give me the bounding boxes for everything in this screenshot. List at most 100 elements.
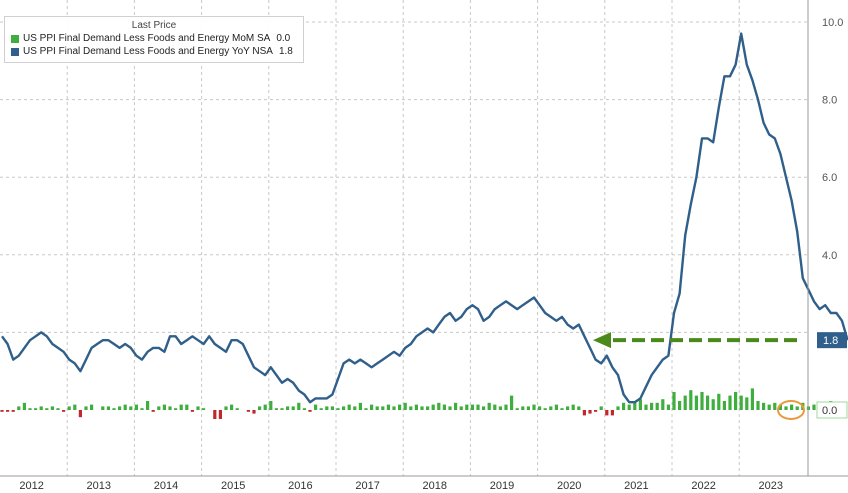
mom-bar bbox=[616, 406, 620, 410]
mom-bar bbox=[112, 408, 116, 410]
mom-bar bbox=[644, 404, 648, 410]
y-tick-label: 6.0 bbox=[822, 172, 837, 184]
mom-bar bbox=[269, 401, 273, 410]
mom-bar bbox=[246, 410, 250, 412]
x-tick-label: 2019 bbox=[490, 480, 514, 492]
mom-bar bbox=[610, 410, 614, 416]
mom-bar bbox=[151, 410, 155, 412]
mom-bar bbox=[493, 404, 497, 410]
mom-bar bbox=[364, 408, 368, 410]
mom-bar bbox=[459, 406, 463, 410]
y-tick-label: 10.0 bbox=[822, 17, 843, 29]
mom-bar bbox=[482, 406, 486, 410]
mom-bar bbox=[442, 404, 446, 410]
last-value-badges: 1.8 0.0 bbox=[816, 332, 848, 419]
legend-title: Last Price bbox=[131, 20, 177, 31]
mom-bar bbox=[106, 406, 110, 410]
x-tick-label: 2020 bbox=[557, 480, 581, 492]
mom-bar bbox=[174, 408, 178, 410]
mom-bar bbox=[566, 406, 570, 410]
x-tick-label: 2022 bbox=[691, 480, 715, 492]
mom-bar bbox=[454, 402, 458, 410]
yoy-value-badge bbox=[817, 332, 847, 349]
mom-bar bbox=[224, 406, 228, 410]
mom-bar bbox=[728, 395, 732, 410]
mom-bar bbox=[308, 410, 312, 412]
mom-bar bbox=[56, 408, 60, 410]
mom-bar bbox=[330, 406, 334, 410]
mom-bars bbox=[0, 388, 844, 419]
yoy-value-badge-text: 1.8 bbox=[823, 335, 838, 347]
mom-bar bbox=[179, 404, 183, 410]
mom-bar bbox=[202, 408, 206, 410]
mom-bar bbox=[526, 406, 530, 410]
mom-bar bbox=[90, 404, 94, 410]
mom-bar bbox=[678, 401, 682, 410]
mom-bar bbox=[750, 388, 754, 410]
x-tick-label: 2012 bbox=[19, 480, 43, 492]
mom-bar bbox=[672, 392, 676, 410]
mom-bar bbox=[375, 406, 379, 410]
mom-bar bbox=[778, 404, 782, 410]
x-tick-label: 2013 bbox=[87, 480, 111, 492]
mom-bar bbox=[22, 402, 26, 410]
mom-bar bbox=[302, 408, 306, 410]
mom-bar bbox=[571, 404, 575, 410]
mom-bar bbox=[437, 402, 441, 410]
mom-bar bbox=[146, 401, 150, 410]
mom-bar bbox=[560, 408, 564, 410]
mom-bar bbox=[140, 408, 144, 410]
mom-bar bbox=[549, 406, 553, 410]
mom-value-badge-text: 0.0 bbox=[822, 405, 837, 417]
legend-label-mom: US PPI Final Demand Less Foods and Energ… bbox=[23, 33, 271, 44]
mom-bar bbox=[162, 404, 166, 410]
mom-bar bbox=[515, 408, 519, 410]
mom-bar bbox=[392, 406, 396, 410]
legend: Last Price US PPI Final Demand Less Food… bbox=[4, 16, 304, 63]
mom-bar bbox=[627, 404, 631, 410]
mom-bar bbox=[465, 404, 469, 410]
mom-bar bbox=[258, 406, 262, 410]
mom-bar bbox=[521, 406, 525, 410]
mom-bar bbox=[414, 404, 418, 410]
legend-value-yoy: 1.8 bbox=[278, 46, 293, 57]
mom-bar bbox=[448, 406, 452, 410]
mom-bar bbox=[386, 404, 390, 410]
mom-bar bbox=[638, 399, 642, 410]
legend-item-yoy: US PPI Final Demand Less Foods and Energ… bbox=[11, 45, 297, 58]
mom-bar bbox=[470, 404, 474, 410]
arrow-head bbox=[593, 332, 611, 349]
mom-bar bbox=[694, 395, 698, 410]
mom-bar bbox=[577, 406, 581, 410]
mom-bar bbox=[34, 408, 38, 410]
mom-bar bbox=[633, 402, 637, 410]
mom-bar bbox=[129, 406, 133, 410]
mom-bar bbox=[745, 397, 749, 410]
mom-bar bbox=[291, 406, 295, 410]
mom-bar bbox=[39, 406, 43, 410]
mom-bar bbox=[650, 402, 654, 410]
x-tick-label: 2017 bbox=[355, 480, 379, 492]
mom-bar bbox=[45, 408, 49, 410]
mom-bar bbox=[398, 404, 402, 410]
legend-value-mom: 0.0 bbox=[276, 33, 291, 44]
y-axis: 10.0 8.0 6.0 4.0 bbox=[822, 17, 843, 262]
mom-bar bbox=[543, 408, 547, 410]
mom-bar bbox=[739, 395, 743, 410]
legend-item-mom: US PPI Final Demand Less Foods and Energ… bbox=[11, 32, 297, 45]
mom-bar bbox=[6, 410, 10, 412]
x-tick-label: 2016 bbox=[288, 480, 312, 492]
x-tick-label: 2021 bbox=[624, 480, 648, 492]
mom-bar bbox=[784, 406, 788, 410]
mom-bar bbox=[431, 404, 435, 410]
mom-bar bbox=[134, 404, 138, 410]
mom-bar bbox=[353, 406, 357, 410]
mom-bar bbox=[403, 402, 407, 410]
mom-bar bbox=[123, 404, 127, 410]
mom-bar bbox=[700, 392, 704, 410]
legend-swatch-yoy bbox=[11, 47, 19, 56]
mom-bar bbox=[358, 402, 362, 410]
x-axis: 2012 2013 2014 2015 2016 2017 2018 2019 2020 2021… bbox=[19, 480, 783, 492]
mom-bar bbox=[582, 410, 586, 416]
mom-bar bbox=[196, 406, 200, 410]
